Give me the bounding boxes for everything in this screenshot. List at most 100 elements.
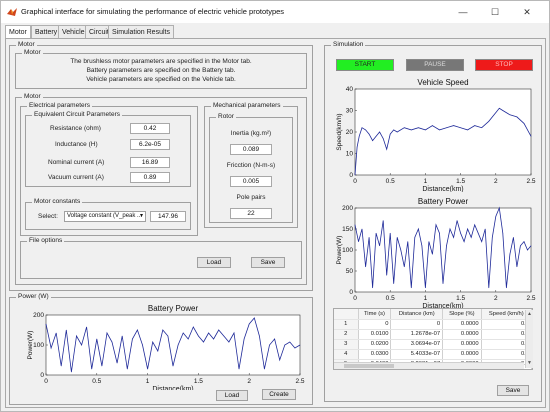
create-power-button[interactable]: Create xyxy=(262,389,296,400)
table-horizontal-scrollbar[interactable] xyxy=(334,362,524,369)
data-point xyxy=(182,332,184,334)
data-point xyxy=(66,329,67,331)
motor-constant-field[interactable]: 147.96 xyxy=(150,211,186,222)
stop-button[interactable]: STOP xyxy=(475,59,533,71)
data-point xyxy=(289,341,291,343)
minimize-button[interactable]: — xyxy=(449,4,477,20)
pause-button[interactable]: PAUSE xyxy=(406,59,464,71)
y-tick-label: 100 xyxy=(33,342,44,349)
motor-constant-dropdown[interactable]: Voltage constant (V_peak ... ▾ xyxy=(64,211,146,222)
info-line-battery: Battery parameters are specified on the … xyxy=(86,67,236,74)
scroll-down-icon[interactable]: ▼ xyxy=(527,360,532,366)
maximize-button[interactable]: ☐ xyxy=(481,4,509,20)
y-axis-label: Power(W) xyxy=(336,236,343,265)
data-point xyxy=(116,362,118,364)
tab-battery[interactable]: Battery xyxy=(31,25,62,38)
info-line-motor: The brushless motor parameters are speci… xyxy=(70,58,252,65)
data-point xyxy=(432,253,433,255)
slope-cell: 0.0000 xyxy=(442,349,482,360)
y-tick-label: 0 xyxy=(349,289,353,296)
data-point xyxy=(411,129,412,131)
resistance-field[interactable]: 0.42 xyxy=(130,123,170,134)
time-cell: 0.0300 xyxy=(358,349,392,360)
close-window-button[interactable]: ✕ xyxy=(513,4,541,20)
data-point xyxy=(91,368,93,370)
vacuum-current-field[interactable]: 0.89 xyxy=(130,172,170,183)
data-point xyxy=(379,131,380,133)
inertia-field[interactable]: 0.089 xyxy=(230,144,272,155)
data-point xyxy=(467,129,468,131)
x-tick-label: 1 xyxy=(424,295,428,302)
motor-constants-title: Motor constants xyxy=(32,198,83,205)
data-point xyxy=(358,136,360,137)
table-vertical-scrollbar[interactable]: ▲ ▼ xyxy=(525,310,533,368)
file-options-group: File options Load Save xyxy=(20,237,302,279)
inductance-label: Inductance (H) xyxy=(55,141,98,148)
save-simulation-button[interactable]: Save xyxy=(497,385,529,396)
data-point xyxy=(354,224,356,226)
data-point xyxy=(460,127,461,128)
y-tick-label: 200 xyxy=(342,205,353,212)
data-point xyxy=(248,323,250,325)
start-button[interactable]: START xyxy=(336,59,394,71)
scroll-up-icon[interactable]: ▲ xyxy=(527,311,532,317)
speed-cell: 0.0 xyxy=(481,349,532,360)
x-tick-label: 2 xyxy=(247,378,251,385)
data-point xyxy=(421,245,423,247)
data-point xyxy=(407,241,409,242)
inductance-field[interactable]: 6.2e-05 xyxy=(130,139,170,150)
data-point xyxy=(481,127,483,128)
x-tick-label: 0.5 xyxy=(92,378,101,385)
data-point xyxy=(372,287,373,289)
motor-group: Motor Electrical parameters Equivalent C… xyxy=(15,93,307,285)
power-panel: Power (W) Battery Power 0 0.5 1 1.5 2 2.5 0 100 2… xyxy=(9,293,313,405)
data-point xyxy=(393,283,395,284)
data-point xyxy=(516,266,518,268)
distance-cell: 1.2678e-07 xyxy=(390,329,444,340)
nominal-current-field[interactable]: 16.89 xyxy=(130,157,170,168)
x-tick-label: 1.5 xyxy=(456,178,465,185)
pole-pairs-field[interactable]: 22 xyxy=(230,208,272,219)
chevron-down-icon: ▾ xyxy=(139,213,143,219)
vehicle-speed-chart: Vehicle Speed 0 0.5 1 1.5 2 2.5 0 10 20 30 40 Distan… xyxy=(336,78,536,192)
column-header-distance: Distance (km) xyxy=(390,309,444,320)
data-point xyxy=(403,127,405,128)
row-number: 1 xyxy=(334,319,359,330)
time-cell: 0 xyxy=(358,319,392,330)
tab-vehicle[interactable]: Vehicle xyxy=(58,25,89,38)
data-point xyxy=(76,335,77,337)
data-point xyxy=(228,341,230,343)
motor-panel-title: Motor xyxy=(16,41,37,48)
data-point xyxy=(509,114,511,116)
data-point xyxy=(442,283,444,284)
data-point xyxy=(481,241,483,242)
load-motor-button[interactable]: Load xyxy=(197,257,231,268)
speed-cell: 0.0 xyxy=(481,329,532,340)
speed-cell: 0.0 xyxy=(481,319,532,330)
data-point xyxy=(187,338,189,340)
tab-simulation-results[interactable]: Simulation Results xyxy=(108,25,174,38)
results-table[interactable]: Time (s) Distance (km) Slope (%) Speed (… xyxy=(333,308,533,370)
save-motor-button[interactable]: Save xyxy=(251,257,285,268)
tab-motor[interactable]: Motor xyxy=(5,25,31,39)
chart-title: Battery Power xyxy=(148,304,199,313)
data-point xyxy=(386,274,387,276)
data-point xyxy=(439,232,440,234)
motor-info-title: Motor xyxy=(22,49,43,56)
data-point xyxy=(474,125,475,126)
scrollbar-thumb[interactable] xyxy=(344,364,394,368)
series-line xyxy=(354,107,532,176)
distance-cell: 5.4033e-07 xyxy=(390,349,444,360)
data-point xyxy=(527,249,528,251)
friction-field[interactable]: 0.005 xyxy=(230,176,272,187)
load-power-button[interactable]: Load xyxy=(216,390,248,401)
data-point xyxy=(467,228,468,230)
x-axis-label: Distance(km) xyxy=(422,186,463,192)
column-header-slope: Slope (%) xyxy=(442,309,482,320)
data-point xyxy=(411,287,412,289)
